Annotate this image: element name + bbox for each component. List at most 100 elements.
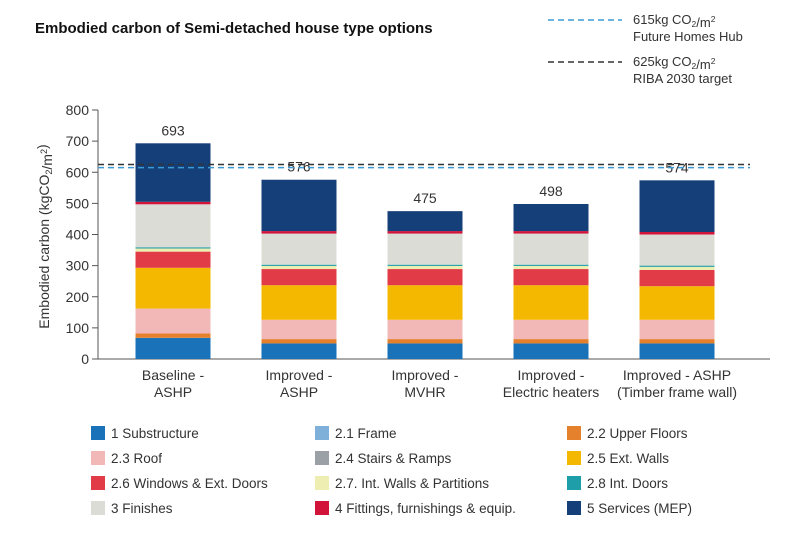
bar-segment [387, 319, 463, 340]
bar-segment [513, 264, 589, 266]
bar-segment [135, 251, 211, 268]
chart-title: Embodied carbon of Semi-detached house t… [35, 20, 433, 37]
bar-segment [261, 231, 337, 234]
bar-segment [261, 264, 337, 266]
bar-segment [387, 339, 463, 344]
x-category-label: Improved - [266, 367, 333, 383]
legend-swatch [315, 451, 329, 465]
x-category-label: Improved - ASHP [623, 367, 731, 383]
legend-label: 2.3 Roof [111, 451, 162, 466]
legend-label: 2.1 Frame [335, 426, 397, 441]
x-category-label: ASHP [280, 384, 318, 400]
bar-segment [513, 203, 589, 232]
reference-legend-label: RIBA 2030 target [633, 71, 732, 86]
bar-segment [135, 248, 211, 252]
bar-segment [261, 285, 337, 320]
bar-segment [639, 234, 715, 266]
reference-legend-label: Future Homes Hub [633, 29, 743, 44]
x-category-label: ASHP [154, 384, 192, 400]
bar-segment [261, 179, 337, 232]
bar-segment [639, 266, 715, 270]
bar-segment [513, 269, 589, 286]
bar-segment [513, 285, 589, 320]
bar-segment [261, 269, 337, 286]
legend-label: 2.6 Windows & Ext. Doors [111, 476, 268, 491]
legend-swatch [567, 476, 581, 490]
bar-segment [513, 343, 589, 359]
x-category-label: Electric heaters [503, 384, 599, 400]
legend-label: 4 Fittings, furnishings & equip. [335, 501, 516, 516]
bar-segment [639, 269, 715, 287]
bar-segment [387, 233, 463, 265]
y-tick-label: 700 [66, 133, 90, 149]
reference-legend-value: 625kg CO2/m2 [633, 54, 716, 72]
bar-segment [513, 339, 589, 344]
bar-segment [261, 233, 337, 265]
bar-segment [135, 204, 211, 248]
bar-segment [135, 267, 211, 309]
bar-segment [261, 343, 337, 359]
legend-label: 2.4 Stairs & Ramps [335, 451, 452, 466]
y-tick-label: 400 [66, 227, 90, 243]
x-category-label: MVHR [404, 384, 445, 400]
y-tick-label: 200 [66, 289, 90, 305]
reference-legend-value: 615kg CO2/m2 [633, 12, 716, 30]
legend-label: 2.7. Int. Walls & Partitions [335, 476, 489, 491]
bar-segment [639, 319, 715, 340]
bar-segment [387, 269, 463, 286]
legend-label: 2.2 Upper Floors [587, 426, 688, 441]
bar-segment [639, 232, 715, 235]
bar-segment [639, 339, 715, 344]
bar-segment [387, 264, 463, 266]
bar-segment [513, 319, 589, 340]
legend-label: 1 Substructure [111, 426, 199, 441]
bar-segment [639, 180, 715, 233]
legend-label: 5 Services (MEP) [587, 501, 692, 516]
legend-swatch [315, 476, 329, 490]
y-tick-label: 800 [66, 102, 90, 118]
bar-segment [135, 247, 211, 249]
bar-segment [261, 339, 337, 344]
bar-segment [261, 319, 337, 340]
bar-segment [135, 201, 211, 205]
legend-label: 3 Finishes [111, 501, 173, 516]
x-category-label: Improved - [392, 367, 459, 383]
bar-segment [135, 337, 211, 359]
bar-segment [387, 343, 463, 359]
bar-segment [513, 231, 589, 234]
bar-total-label: 574 [665, 159, 689, 175]
bar-segment [261, 265, 337, 270]
x-category-label: Improved - [518, 367, 585, 383]
legend-swatch [567, 501, 581, 515]
bar-segment [387, 285, 463, 320]
y-tick-label: 600 [66, 164, 90, 180]
bar-segment [639, 286, 715, 320]
legend-swatch [91, 476, 105, 490]
bar-segment [513, 233, 589, 265]
bar-segment [387, 265, 463, 270]
legend-swatch [567, 426, 581, 440]
bar-total-label: 475 [413, 190, 437, 206]
axes: 0 100 200 300 400 500 600 700 800 Embodied carbon… [34, 102, 770, 367]
legend-swatch [315, 501, 329, 515]
legend-swatch [91, 451, 105, 465]
bar-segment [513, 265, 589, 270]
legend-swatch [567, 451, 581, 465]
y-tick-label: 500 [66, 195, 90, 211]
reference-lines [98, 163, 750, 169]
legend-swatch [91, 426, 105, 440]
bar-segment [387, 211, 463, 232]
bar-total-label: 576 [287, 159, 311, 175]
bar-segment [135, 333, 211, 338]
y-axis-label: Embodied carbon (kgCO2/m2) [34, 144, 55, 328]
bar-total-label: 498 [539, 183, 563, 199]
y-tick-label: 100 [66, 320, 90, 336]
bar-total-label: 693 [161, 122, 185, 138]
legend-swatch [315, 426, 329, 440]
x-category-label: (Timber frame wall) [617, 384, 737, 400]
legend-label: 2.5 Ext. Walls [587, 451, 669, 466]
y-tick-label: 300 [66, 258, 90, 274]
y-tick-label: 0 [81, 351, 89, 367]
